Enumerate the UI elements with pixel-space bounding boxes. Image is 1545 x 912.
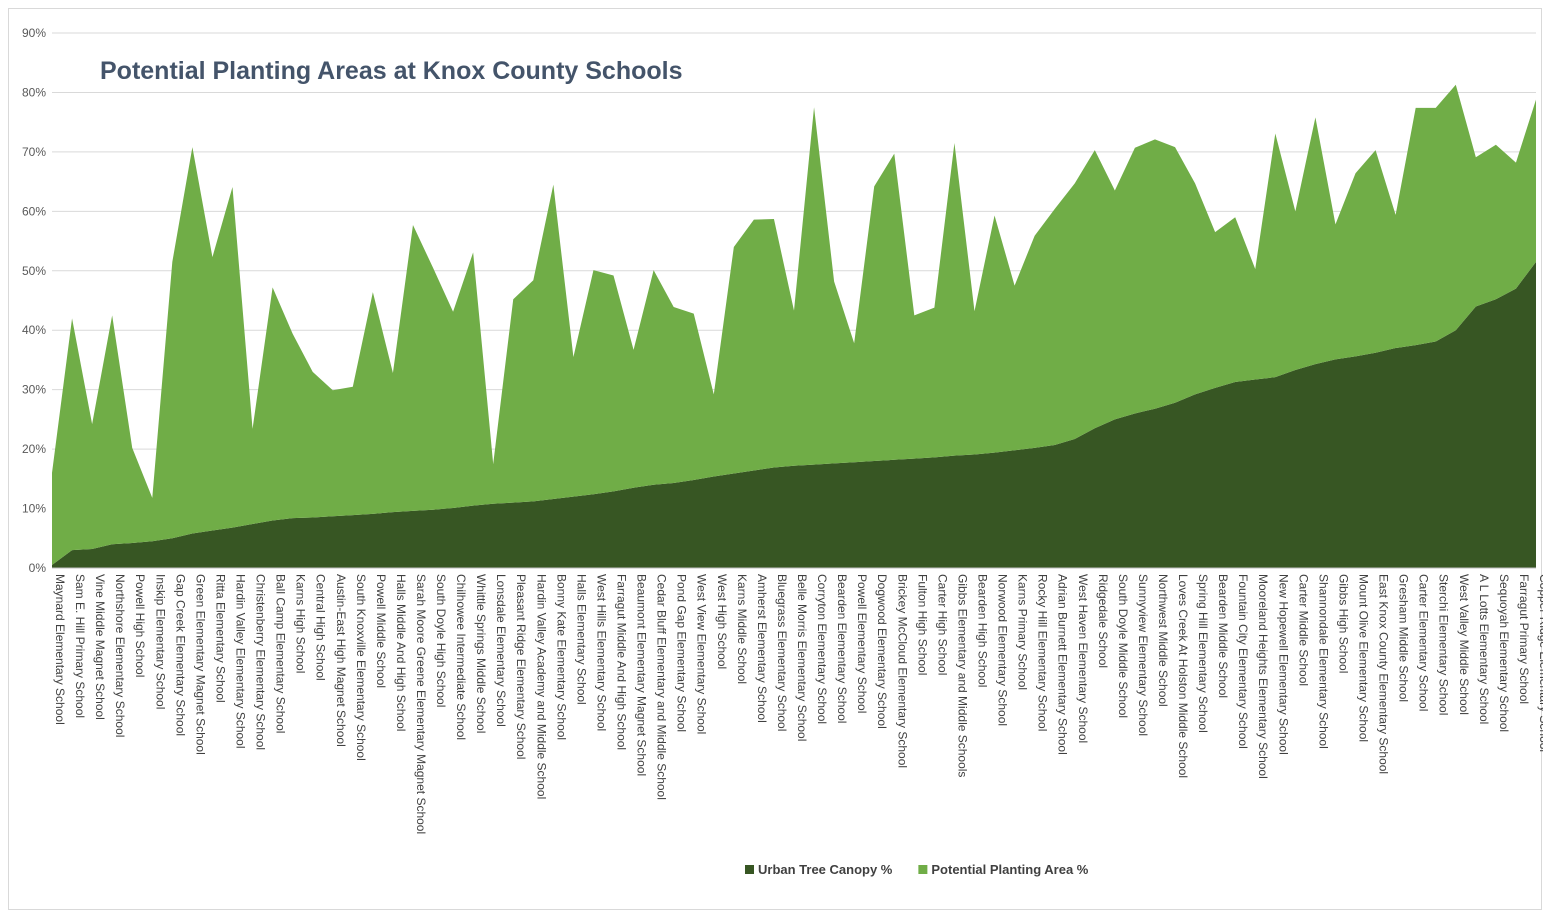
x-tick-label: Northshore Elementary School (113, 574, 127, 737)
x-tick-label: Christenberry Elementary School (254, 574, 268, 750)
x-tick-label: Bonny Kate Elementary School (554, 574, 568, 740)
x-tick-label: Maynard Elementary School (53, 574, 67, 725)
x-tick-label: Fulton High School (915, 574, 929, 675)
x-tick-label: Corryton Elementary School (815, 574, 829, 724)
x-tick-label: Sam E. Hill Primary School (73, 574, 87, 718)
x-tick-label: Lonsdale Elementary School (494, 574, 508, 727)
x-tick-label: Bearden High School (975, 574, 989, 687)
x-tick-label: Pleasant Ridge Elementary School (514, 574, 528, 759)
x-axis-ticks: Maynard Elementary School Sam E. Hill Pri… (53, 574, 1543, 834)
chart-frame: 0% 10% 20% 30% 40% 50% 60% 70% 80% 90% Maynard El… (8, 8, 1543, 910)
x-tick-label: A L Lotts Elementary School (1477, 574, 1491, 724)
x-tick-label: Norwood Elementary School (996, 574, 1010, 726)
x-tick-label: Carter High School (935, 574, 949, 675)
area-series-2 (52, 84, 1536, 566)
x-tick-label: Shannondale Elementary School (1316, 574, 1330, 749)
y-tick-label: 10% (22, 502, 46, 516)
x-tick-label: Pond Gap Elementary School (675, 574, 689, 732)
x-tick-label: Powell Middle School (374, 574, 388, 688)
x-tick-label: Spring Hill Elementary School (1196, 574, 1210, 733)
legend-swatch-1 (745, 865, 754, 874)
x-tick-label: South Knoxville Elementary School (354, 574, 368, 761)
x-tick-label: Dogwood Elementary School (875, 574, 889, 729)
x-tick-label: Bearden Elementary School (835, 574, 849, 723)
x-tick-label: West Valley Middle School (1457, 574, 1471, 715)
x-tick-label: Loves Creek At Holston Middle School (1176, 574, 1190, 778)
x-tick-label: Ritta Elementary School (213, 574, 227, 703)
legend-swatch-2 (918, 865, 928, 874)
x-tick-label: Sunnyview Elementary School (1136, 574, 1150, 736)
y-tick-label: 50% (22, 264, 46, 278)
x-tick-label: Powell High School (133, 574, 147, 677)
x-tick-label: Cedar Bluff Elementary and Middle School (655, 574, 669, 800)
x-tick-label: Whittle Springs Middle School (474, 574, 488, 733)
x-tick-label: Beaumont Elementary Magnet School (635, 574, 649, 776)
y-tick-label: 20% (22, 442, 46, 456)
x-tick-label: Gibbs Elementary and Middle Schools (955, 574, 969, 777)
x-tick-label: Rocky Hill Elementary School (1036, 574, 1050, 731)
y-axis-ticks: 0% 10% 20% 30% 40% 50% 60% 70% 80% 90% (22, 26, 46, 575)
x-tick-label: Austin-East High Magnet School (334, 574, 348, 747)
area-series-1 (52, 261, 1536, 568)
x-tick-label: West Hills Elementary School (594, 574, 608, 731)
x-tick-label: Sterchi Elementary School (1437, 574, 1451, 715)
x-tick-label: West View Elementary School (695, 574, 709, 734)
x-tick-label: Karns Primary School (1016, 574, 1030, 690)
y-tick-label: 90% (22, 26, 46, 40)
x-tick-label: Carter Elementary School (1417, 574, 1431, 711)
x-tick-label: Green Elementary Magnet School (193, 574, 207, 755)
legend-label-1: Urban Tree Canopy % (758, 862, 893, 877)
area-series (52, 84, 1536, 568)
x-tick-label: West Haven Elementary School (1076, 574, 1090, 743)
x-tick-label: Brickey McCloud Elementary School (895, 574, 909, 768)
y-tick-label: 80% (22, 85, 46, 99)
x-tick-label: Bluegrass Elementary School (775, 574, 789, 731)
legend-label-2: Potential Planting Area % (931, 862, 1088, 877)
x-tick-label: East Knox County Elementary School (1377, 574, 1391, 774)
x-tick-label: Karns High School (294, 574, 308, 673)
x-tick-label: South Doyle High School (434, 574, 448, 707)
x-tick-label: Inskip Elementary School (153, 574, 167, 709)
x-tick-label: Fountain City Elementary School (1236, 574, 1250, 749)
x-tick-label: Sequoyah Elementary School (1497, 574, 1511, 732)
y-tick-label: 70% (22, 145, 46, 159)
x-tick-label: Carter Middle School (1296, 574, 1310, 686)
y-tick-label: 30% (22, 383, 46, 397)
x-tick-label: Vine Middle Magnet School (93, 574, 107, 720)
x-tick-label: Belle Morris Elementary School (795, 574, 809, 741)
chart-svg: 0% 10% 20% 30% 40% 50% 60% 70% 80% 90% Maynard El… (22, 26, 1543, 877)
x-tick-label: Halls Middle And High School (394, 574, 408, 731)
y-tick-label: 40% (22, 323, 46, 337)
x-tick-label: Chilhowee Intermediate School (454, 574, 468, 740)
x-tick-label: Gibbs High School (1336, 574, 1350, 673)
x-tick-label: Farragut Primary School (1517, 574, 1531, 704)
y-tick-label: 60% (22, 204, 46, 218)
legend: Urban Tree Canopy % Potential Planting Ar… (745, 862, 1089, 877)
x-tick-label: New Hopewell Elementary School (1276, 574, 1290, 755)
x-tick-label: Northwest Middle School (1156, 574, 1170, 707)
chart-title: Potential Planting Areas at Knox County … (100, 57, 682, 85)
x-tick-label: Sarah Moore Greene Elementary Magnet Sch… (414, 574, 428, 834)
x-tick-label: Mount Olive Elementary School (1357, 574, 1371, 742)
x-tick-label: Bearden Middle School (1216, 574, 1230, 698)
x-tick-label: South Doyle Middle School (1116, 574, 1130, 718)
x-tick-label: Hardin Valley Academy and Middle School (534, 574, 548, 799)
x-tick-label: Central High School (314, 574, 328, 681)
x-tick-label: Gresham Middle School (1397, 574, 1411, 702)
x-tick-label: Halls Elementary School (574, 574, 588, 705)
x-tick-label: Farragut Middle And High School (615, 574, 629, 750)
x-tick-label: Mooreland Heights Elementary School (1256, 574, 1270, 779)
x-tick-label: Amherst Elementary School (755, 574, 769, 723)
x-tick-label: Karns Middle School (735, 574, 749, 684)
x-tick-label: Hardin Valley Elementary School (233, 574, 247, 749)
x-tick-label: Powell Elementary School (855, 574, 869, 713)
x-tick-label: Copper Ridge Elementary School (1537, 574, 1543, 752)
x-tick-label: Ball Camp Elementary School (274, 574, 288, 733)
x-tick-label: Gap Creek Elementary School (173, 574, 187, 736)
x-tick-label: West High School (715, 574, 729, 669)
x-tick-label: Ridgedale School (1096, 574, 1110, 668)
y-tick-label: 0% (29, 561, 47, 575)
x-tick-label: Adrian Burnett Elementary School (1056, 574, 1070, 755)
